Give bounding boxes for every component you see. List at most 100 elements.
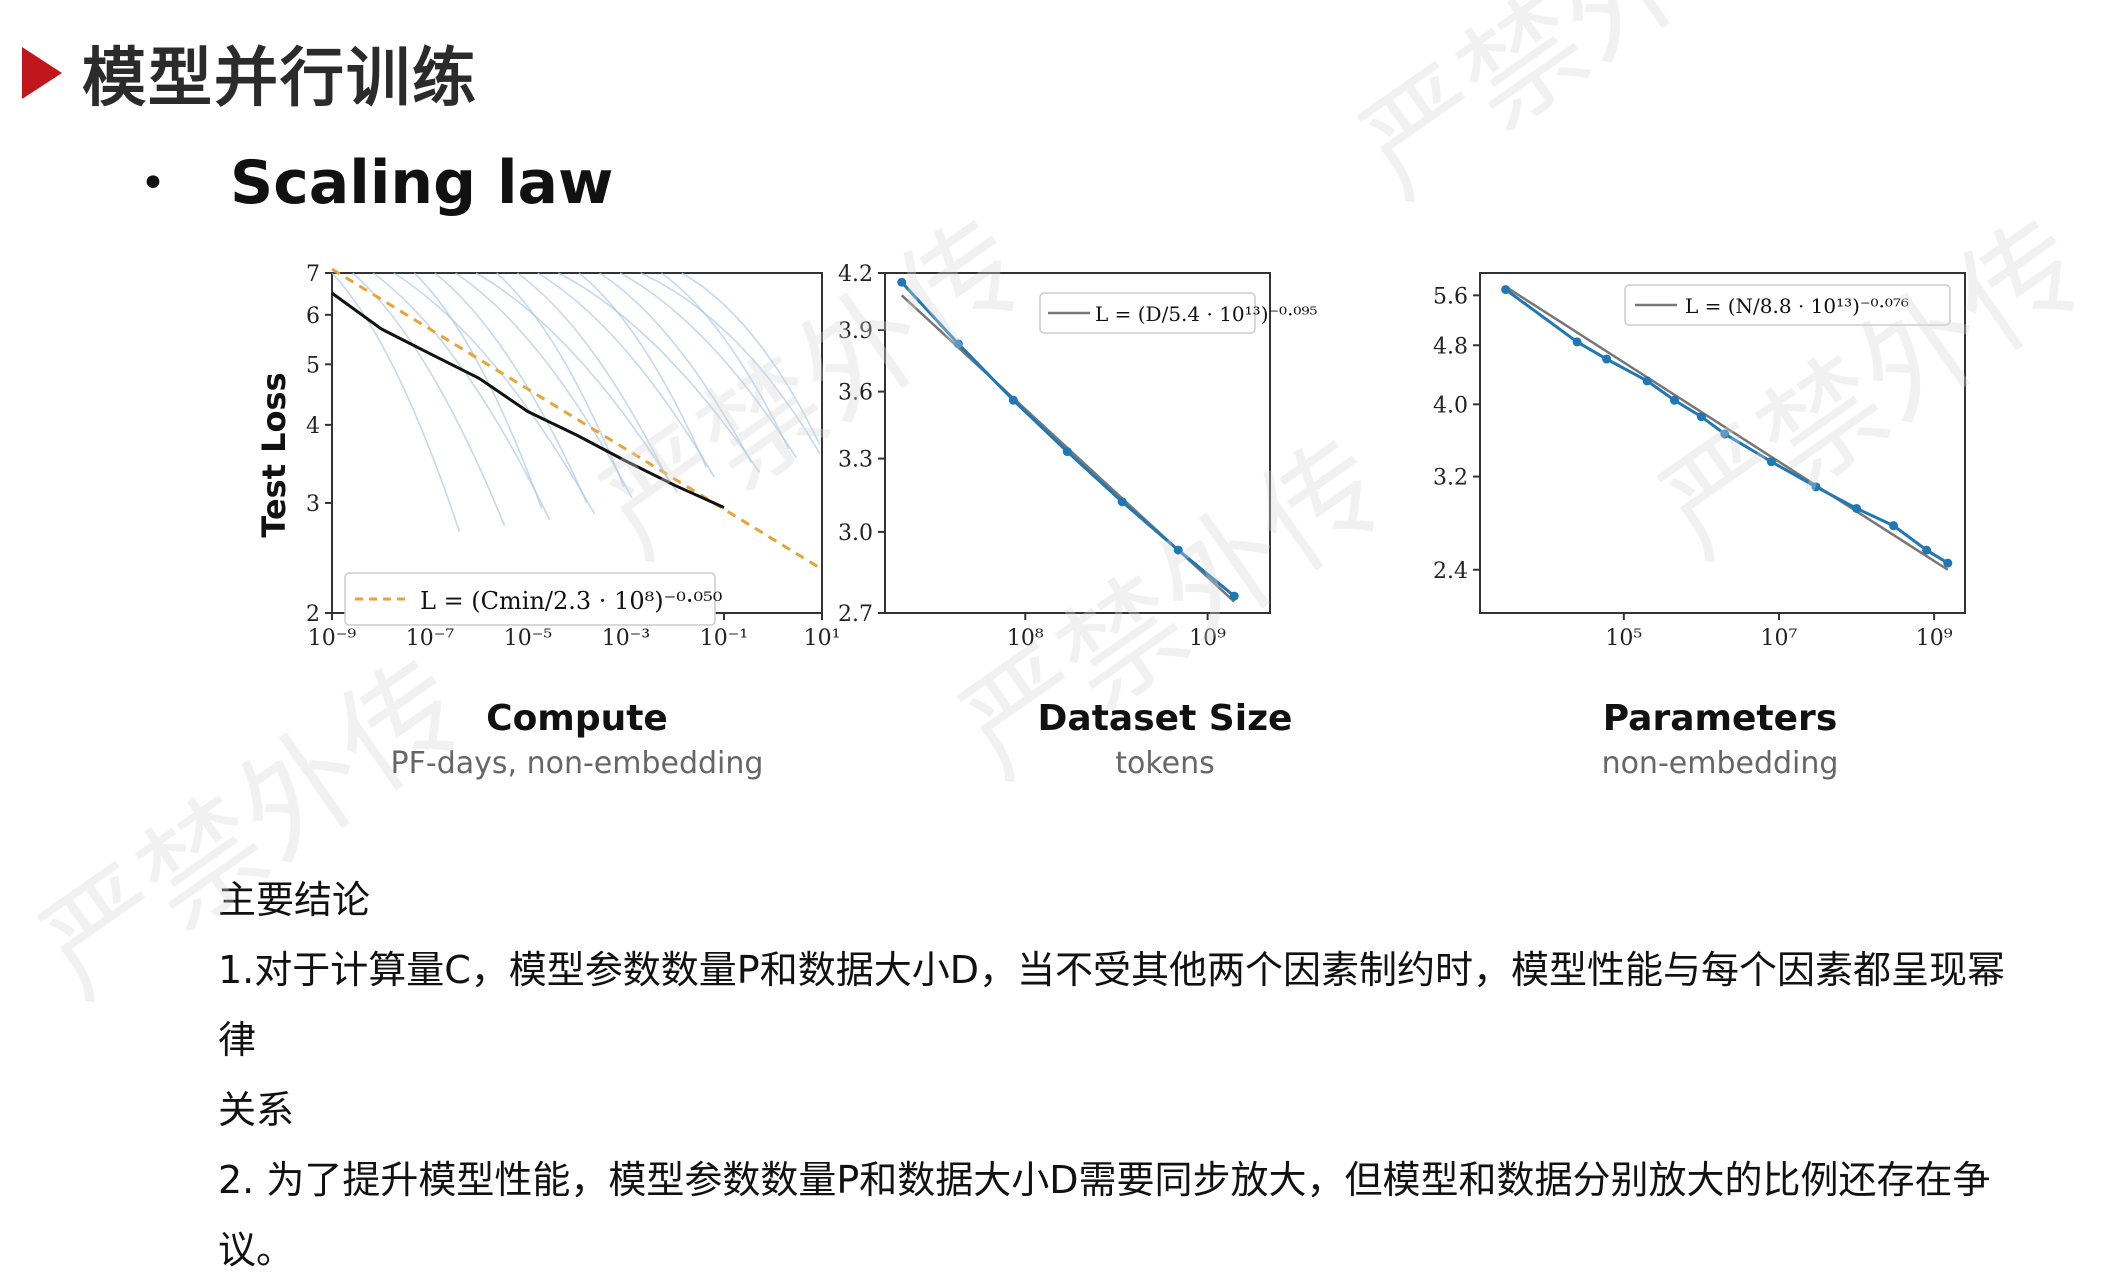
- parameters-x-tick-label: 10⁵: [1605, 626, 1642, 651]
- parameters-y-tick-label: 2.4: [1433, 559, 1468, 584]
- compute-run-curve: [331, 272, 461, 532]
- conclusions-heading: 主要结论: [218, 878, 371, 922]
- compute-envelope-line: [331, 291, 725, 509]
- compute-x-tick-label: 10⁻⁷: [406, 626, 455, 651]
- compute-runs: [331, 272, 821, 532]
- dataset-data-point: [897, 277, 907, 287]
- dataset-x-tick-label: 10⁸: [1007, 626, 1044, 651]
- dataset-legend-text: L = (D/5.4 · 10¹³)⁻⁰·⁰⁹⁵: [1095, 302, 1317, 326]
- dataset-series: [897, 277, 1239, 601]
- parameters-x-tick-label: 10⁹: [1916, 626, 1953, 651]
- bullet-row: • Scaling law: [140, 148, 613, 218]
- compute-run-curve: [413, 272, 543, 509]
- compute-run-curve: [619, 272, 798, 459]
- parameters-data-point: [1811, 482, 1821, 492]
- dataset-x-label: Dataset Size: [1038, 698, 1293, 739]
- dataset-data-point: [953, 339, 963, 349]
- compute-run-curve: [558, 272, 760, 473]
- compute-x-tick-label: 10⁻³: [602, 626, 650, 651]
- compute-run-curve: [475, 272, 678, 493]
- parameters-y-tick-label: 5.6: [1433, 284, 1468, 309]
- compute-panel: 2 3 4 5 6 7 10⁻⁹ 10⁻⁷ 10⁻⁵ 10⁻³ 10⁻¹ 10¹ L = (Cmin…: [255, 262, 840, 781]
- parameters-data-point: [1669, 395, 1679, 405]
- dataset-data-point: [1173, 545, 1183, 555]
- bullet-text: Scaling law: [230, 148, 614, 218]
- compute-run-curve: [640, 272, 821, 454]
- dataset-data-point: [1008, 395, 1018, 405]
- parameters-series: [1501, 285, 1953, 568]
- parameters-data-point: [1602, 354, 1612, 364]
- watermark-glyph: 严禁外传: [1337, 0, 1810, 224]
- dataset-y-tick-label: 3.3: [838, 448, 873, 473]
- compute-run-curve: [352, 272, 506, 526]
- parameters-data-point: [1501, 285, 1511, 295]
- compute-y-label: Test Loss: [255, 372, 293, 537]
- compute-y-ticks: 2 3 4 5 6 7: [306, 262, 332, 627]
- title-arrow-icon: [22, 47, 62, 99]
- parameters-panel: 2.4 3.2 4.0 4.8 5.6 10⁵ 10⁷ 10⁹ L = (N/8.8 · 1…: [1433, 272, 1966, 781]
- dataset-y-tick-label: 4.2: [838, 262, 873, 287]
- compute-run-curve: [681, 272, 821, 445]
- parameters-data-point: [1720, 429, 1730, 439]
- conclusion-item-1: 1.对于计算量C，模型参数数量P和数据大小D，当不受其他两个因素制约时，模型性能…: [218, 948, 2005, 1062]
- parameters-y-tick-label: 4.8: [1433, 334, 1468, 359]
- compute-run-curve: [599, 272, 753, 464]
- conclusion-item-1-cont: 关系: [218, 1088, 295, 1132]
- slide-title-row: 模型并行训练: [22, 28, 478, 118]
- compute-y-tick-label: 2: [306, 602, 320, 627]
- compute-legend-box: [344, 572, 716, 626]
- scaling-law-charts: 2 3 4 5 6 7 10⁻⁹ 10⁻⁷ 10⁻⁵ 10⁻³ 10⁻¹ 10¹ L = (Cmin…: [255, 262, 1966, 781]
- compute-run-curve: [537, 272, 715, 478]
- compute-y-tick-label: 5: [306, 353, 320, 378]
- compute-axes-frame: [331, 272, 823, 614]
- compute-run-curve: [372, 272, 551, 521]
- dataset-x-ticks: 10⁸ 10⁹: [1007, 613, 1226, 651]
- dataset-legend-box: [1039, 292, 1256, 334]
- compute-legend-text: L = (Cmin/2.3 · 10⁸)⁻⁰·⁰⁵⁰: [420, 587, 722, 615]
- compute-run-curve: [578, 272, 708, 468]
- parameters-data-point: [1642, 376, 1652, 386]
- parameters-data-point: [1943, 558, 1953, 568]
- compute-y-tick-label: 3: [306, 492, 320, 517]
- compute-run-curve: [455, 272, 633, 498]
- dataset-y-ticks: 2.7 3.0 3.3 3.6 3.9 4.2: [838, 262, 885, 627]
- parameters-x-ticks: 10⁵ 10⁷ 10⁹: [1605, 613, 1953, 651]
- dataset-y-tick-label: 3.6: [838, 381, 873, 406]
- compute-y-tick-label: 6: [306, 304, 320, 329]
- parameters-fit-segment: [1505, 285, 1949, 571]
- parameters-data-point: [1889, 521, 1899, 531]
- compute-y-tick-label: 7: [306, 262, 320, 287]
- compute-run-curve: [393, 272, 596, 515]
- parameters-legend-text: L = (N/8.8 · 10¹³)⁻⁰·⁰⁷⁶: [1685, 294, 1909, 318]
- dataset-x-tick-label: 10⁹: [1189, 626, 1226, 651]
- compute-x-tick-label: 10⁻⁹: [308, 626, 357, 651]
- dataset-data-point: [1117, 497, 1127, 507]
- compute-x-tick-label: 10⁻¹: [700, 626, 748, 651]
- compute-envelope: [331, 291, 725, 509]
- compute-x-sublabel: PF-days, non-embedding: [391, 746, 764, 781]
- compute-x-tick-label: 10¹: [804, 626, 841, 651]
- dataset-data-point: [1229, 591, 1239, 601]
- compute-x-label: Compute: [486, 698, 668, 739]
- conclusions: 主要结论 1.对于计算量C，模型参数数量P和数据大小D，当不受其他两个因素制约时…: [218, 865, 2038, 1285]
- conclusion-item-2: 2. 为了提升模型性能，模型参数数量P和数据大小D需要同步放大，但模型和数据分别…: [218, 1158, 1991, 1272]
- dataset-y-tick-label: 3.9: [838, 319, 873, 344]
- parameters-x-tick-label: 10⁷: [1761, 626, 1798, 651]
- slide-title: 模型并行训练: [82, 42, 478, 116]
- compute-run-curve: [516, 272, 670, 483]
- parameters-data-point: [1852, 503, 1862, 513]
- compute-run-curve: [660, 272, 790, 450]
- parameters-y-ticks: 2.4 3.2 4.0 4.8 5.6: [1433, 284, 1480, 584]
- compute-y-tick-label: 4: [306, 414, 320, 439]
- compute-run-curve: [434, 272, 588, 504]
- dataset-x-sublabel: tokens: [1115, 746, 1215, 781]
- dataset-data-point: [1062, 447, 1072, 457]
- compute-x-tick-label: 10⁻⁵: [504, 626, 552, 651]
- parameters-legend-box: [1624, 284, 1951, 326]
- scaling-law-figure: 2 3 4 5 6 7 10⁻⁹ 10⁻⁷ 10⁻⁵ 10⁻³ 10⁻¹ 10¹ L = (Cmin…: [240, 255, 1990, 795]
- parameters-data-point: [1922, 545, 1932, 555]
- compute-x-ticks: 10⁻⁹ 10⁻⁷ 10⁻⁵ 10⁻³ 10⁻¹ 10¹: [308, 613, 841, 651]
- dataset-panel: 2.7 3.0 3.3 3.6 3.9 4.2 10⁸ 10⁹ L = (D/5.4 · 1…: [838, 262, 1317, 781]
- dataset-y-tick-label: 2.7: [838, 602, 873, 627]
- parameters-fit-line: [1505, 285, 1949, 571]
